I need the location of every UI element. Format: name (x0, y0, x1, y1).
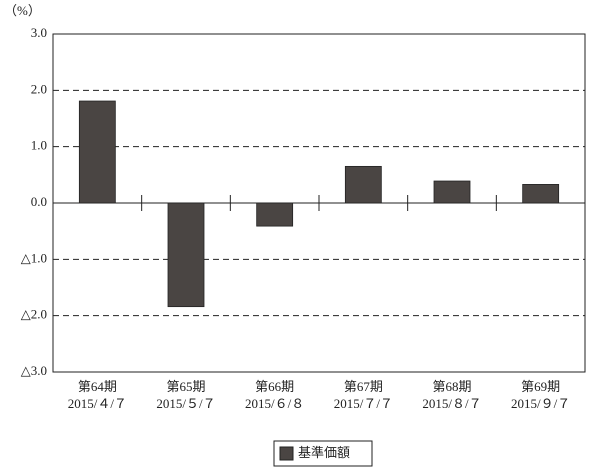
x-tick-label: 第65期 (166, 379, 205, 394)
y-tick-label: 1.0 (31, 138, 47, 153)
bar (78, 100, 116, 204)
x-tick-label: 2015/６/８ (245, 396, 304, 411)
y-tick-label: 0.0 (31, 194, 47, 209)
x-tick-label: 第64期 (78, 379, 117, 394)
x-tick-label: 2015/７/７ (334, 396, 393, 411)
bar (522, 184, 560, 204)
x-tick-label: 2015/４/７ (68, 396, 127, 411)
plot-frame (52, 33, 586, 373)
x-tick-label: 2015/９/７ (511, 396, 570, 411)
y-axis-label: （%） (4, 3, 41, 18)
x-tick-label: 第69期 (521, 379, 560, 394)
bar (256, 202, 294, 227)
bar (433, 180, 471, 204)
bar (344, 165, 382, 204)
x-tick-label: 2015/８/７ (422, 396, 481, 411)
bar (167, 202, 205, 308)
legend-label: 基準価額 (298, 445, 350, 460)
y-tick-label: 2.0 (31, 81, 47, 96)
x-tick-label: 2015/５/７ (156, 396, 215, 411)
x-tick-label: 第67期 (344, 379, 383, 394)
y-tick-label: 3.0 (31, 25, 47, 40)
legend-box (273, 440, 373, 467)
y-tick-label: △3.0 (21, 363, 47, 378)
y-tick-label: △1.0 (21, 250, 47, 265)
x-tick-label: 第66期 (255, 379, 294, 394)
legend-swatch (279, 446, 294, 461)
y-tick-label: △2.0 (21, 307, 47, 322)
x-tick-label: 第68期 (432, 379, 471, 394)
